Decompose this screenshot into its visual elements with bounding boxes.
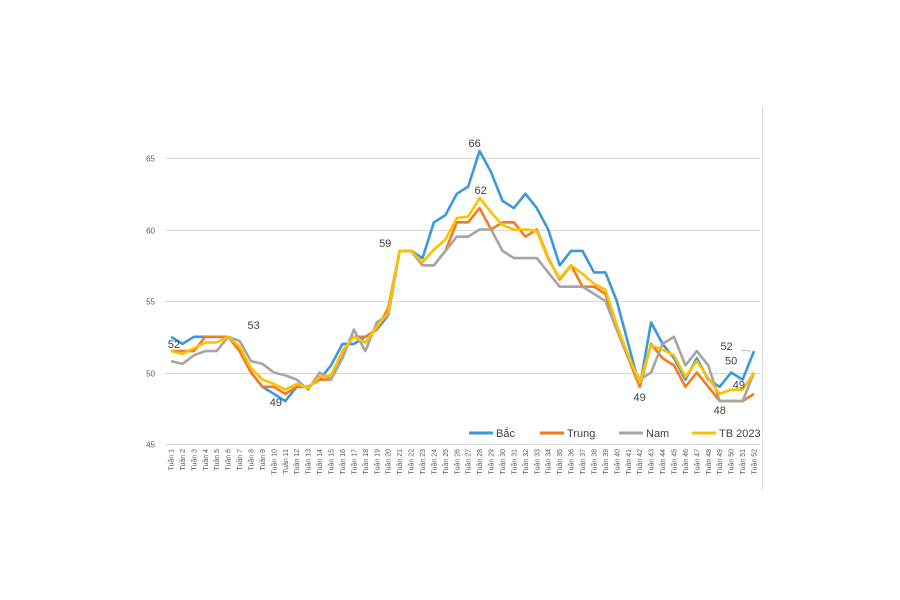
- data-label: 50: [725, 356, 737, 368]
- x-tick-label: Tuần 11: [281, 449, 290, 474]
- y-tick-label: 50: [146, 370, 155, 379]
- x-tick-label: Tuần 9: [258, 449, 267, 471]
- x-tick-label: Tuần 30: [498, 449, 507, 475]
- x-tick-label: Tuần 12: [292, 449, 301, 475]
- x-tick-label: Tuần 7: [235, 449, 244, 471]
- legend-label: Bắc: [496, 427, 515, 440]
- x-tick-label: Tuần 15: [327, 449, 336, 475]
- data-label: 52: [720, 341, 732, 353]
- x-tick-label: Tuần 34: [544, 449, 553, 475]
- series-line-nam: [170, 228, 756, 403]
- x-tick-label: Tuần 22: [407, 449, 416, 475]
- series-line-trung: [171, 206, 755, 403]
- x-tick-label: Tuần 44: [658, 449, 667, 475]
- x-tick-label: Tuần 46: [681, 449, 690, 475]
- data-label: 52: [168, 339, 180, 351]
- data-label-leader-line: [740, 350, 752, 352]
- x-tick-label: Tuần 24: [429, 449, 438, 475]
- x-tick-label: Tuần 26: [452, 449, 461, 475]
- y-tick-label: 45: [146, 441, 155, 450]
- x-tick-label: Tuần 31: [509, 449, 518, 475]
- x-tick-label: Tuần 42: [635, 449, 644, 475]
- x-tick-label: Tuần 6: [224, 449, 233, 471]
- x-tick-label: Tuần 14: [315, 449, 324, 475]
- x-tick-label: Tuần 16: [338, 449, 347, 475]
- x-tick-label: Tuần 3: [189, 449, 198, 471]
- x-tick-label: Tuần 8: [247, 449, 256, 471]
- x-tick-label: Tuần 52: [750, 449, 759, 475]
- data-label: 49: [634, 392, 646, 404]
- data-label: 49: [733, 380, 745, 392]
- data-label: 48: [714, 405, 726, 417]
- x-tick-label: Tuần 23: [418, 449, 427, 475]
- x-tick-label: Tuần 5: [212, 449, 221, 471]
- x-tick-label: Tuần 21: [395, 449, 404, 475]
- x-tick-label: Tuần 33: [532, 449, 541, 475]
- series-line-tb-2023: [170, 196, 756, 396]
- y-tick-label: 60: [146, 227, 155, 236]
- x-tick-label: Tuần 4: [201, 449, 210, 471]
- x-tick-label: Tuần 19: [372, 449, 381, 475]
- data-label: 59: [379, 238, 391, 250]
- x-tick-label: Tuần 18: [361, 449, 370, 475]
- x-tick-label: Tuần 43: [647, 449, 656, 475]
- x-tick-label: Tuần 47: [692, 449, 701, 475]
- x-tick-label: Tuần 1: [167, 449, 176, 471]
- data-label: 49: [270, 397, 282, 409]
- x-tick-label: Tuần 36: [567, 449, 576, 475]
- x-tick-label: Tuần 40: [612, 449, 621, 475]
- x-tick-label: Tuần 32: [521, 449, 530, 475]
- x-tick-label: Tuần 41: [624, 449, 633, 475]
- x-tick-label: Tuần 39: [601, 449, 610, 475]
- data-label: 53: [247, 320, 259, 332]
- x-tick-label: Tuần 27: [464, 449, 473, 475]
- data-label: 62: [475, 185, 487, 197]
- x-tick-label: Tuần 38: [589, 449, 598, 475]
- legend-label: TB 2023: [719, 428, 761, 440]
- x-tick-label: Tuần 20: [384, 449, 393, 475]
- x-tick-label: Tuần 48: [704, 449, 713, 475]
- x-tick-label: Tuần 45: [669, 449, 678, 475]
- x-tick-label: Tuần 25: [441, 449, 450, 475]
- x-tick-label: Tuần 29: [487, 449, 496, 475]
- x-tick-label: Tuần 28: [475, 449, 484, 475]
- x-tick-label: Tuần 50: [727, 449, 736, 475]
- x-tick-label: Tuần 35: [555, 449, 564, 475]
- x-tick-label: Tuần 10: [269, 449, 278, 475]
- x-tick-label: Tuần 37: [578, 449, 587, 475]
- y-tick-label: 65: [146, 155, 155, 164]
- x-tick-label: Tuần 49: [715, 449, 724, 475]
- legend-label: Trung: [567, 428, 595, 440]
- x-tick-label: Tuần 17: [349, 449, 358, 475]
- y-tick-label: 55: [146, 298, 155, 307]
- x-tick-label: Tuần 13: [304, 449, 313, 475]
- series-line-bắc: [170, 149, 756, 403]
- x-tick-label: Tuần 2: [178, 449, 187, 471]
- x-tick-label: Tuần 51: [738, 449, 747, 475]
- legend-label: Nam: [646, 428, 669, 440]
- data-label: 66: [469, 138, 481, 150]
